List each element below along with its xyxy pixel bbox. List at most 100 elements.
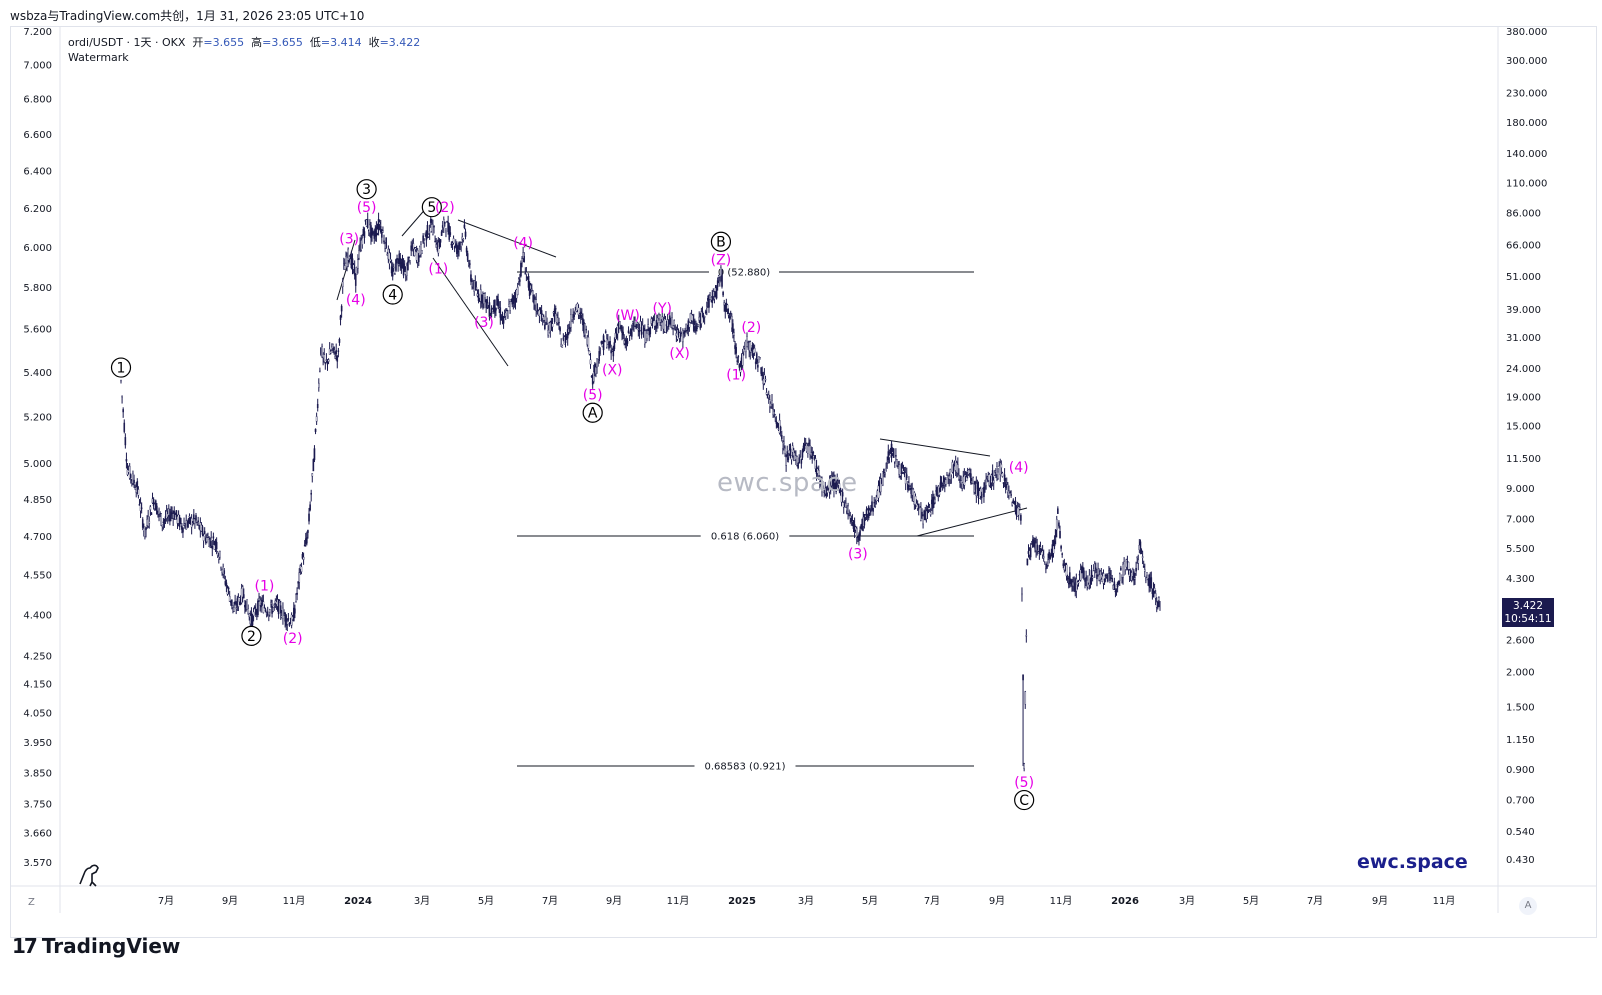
candle-body [696,327,698,329]
candle-body [838,483,841,490]
candle-body [871,501,873,509]
candle-body [616,325,619,335]
close-label: 收 [368,36,380,49]
wave-label-minor: (2) [741,320,761,336]
candle-body [324,362,327,364]
candle-body [717,275,720,278]
candle-body [1060,545,1062,549]
candle-body [997,471,999,479]
candle-body [761,372,764,376]
candle-body [461,236,464,240]
candle-body [1001,472,1004,477]
candle-body [519,279,521,282]
tradingview-mini-logo[interactable] [79,864,99,887]
watermark-legend[interactable]: Watermark [68,51,129,64]
candle-body [983,486,985,498]
tradingview-logo[interactable]: 17 TradingView [12,934,180,958]
left-price-axis[interactable]: 7.200 7.000 6.800 6.600 6.400 6.200 6.000 5.800… [23,27,52,869]
trendlines[interactable] [336,205,1028,537]
timezone-toggle[interactable]: Z [28,897,35,908]
candle-body [335,350,337,355]
candle-body [1061,553,1063,555]
auto-scale-button[interactable]: A [1519,897,1537,915]
candle-body [252,611,255,616]
candle-body [728,316,731,318]
price-series[interactable] [120,212,1161,772]
candle-body [458,242,460,250]
left-axis-tick: 5.000 [23,459,52,470]
right-axis-tick: 31.000 [1506,333,1541,344]
candle-body [449,232,452,235]
candle-body [296,592,298,595]
candle-body [874,505,877,507]
candle-body [946,474,948,476]
candle-body [808,442,810,445]
candle-body [765,392,768,395]
candle-body [279,605,282,614]
candle-body [778,420,781,434]
candle-body [558,321,560,324]
candle-body [477,293,480,301]
right-axis-tick: 0.430 [1506,855,1535,866]
right-axis-tick: 11.500 [1506,454,1541,465]
chart-frame[interactable] [10,26,1597,938]
candle-body [626,340,629,344]
candle-body [877,485,880,499]
candle-body [1002,482,1005,484]
right-price-axis[interactable]: 380.000 300.000 230.000 180.000 140.000 110.0… [1506,27,1547,866]
candle-body [1058,522,1060,527]
candle-body [544,324,546,330]
candle-body [506,309,508,312]
candle-body [264,609,267,612]
candle-body [1110,575,1112,577]
wave-label-primary: 3 [362,182,371,198]
candle-body [1036,544,1038,551]
candle-body [202,535,205,541]
time-axis-tick: 11月 [283,895,306,907]
candle-body [133,479,135,484]
bar-countdown: 10:54:11 [1504,613,1552,625]
candle-body [991,470,994,481]
candle-body [926,509,929,513]
candle-body [905,474,908,478]
candle-body [401,258,404,264]
trendline [457,219,557,258]
symbol-name[interactable]: ordi/USDT · 1天 · OKX [68,36,186,49]
candle-body [1045,568,1047,570]
candle-body [353,266,356,276]
fibonacci-levels[interactable]: 0 (52.880) 0.618 (6.060) 0.68583 (0.921) [517,268,974,773]
candle-body [651,321,654,323]
candle-body [735,346,737,354]
candle-body [377,219,380,230]
candle-body [909,486,911,489]
candle-body [420,243,422,255]
candle-body [319,370,321,372]
candle-body [426,225,429,238]
candle-body [219,551,221,558]
left-axis-tick: 4.150 [23,680,52,691]
candle-body [179,518,182,524]
candle-body [540,310,543,315]
candle-body [573,314,576,317]
wave-circle [241,625,262,646]
candle-body [779,426,782,431]
candle-body [1009,491,1011,494]
wave-label-minor: (1) [726,367,746,383]
candle-body [716,280,719,288]
time-axis[interactable]: 7月 9月 11月 2024 3月 5月 7月 9月 11月 2025 3月 5月 7月 9月 11月 202… [158,895,1456,907]
candle-body [774,414,777,418]
candle-body [427,234,430,237]
candle-body [175,510,178,517]
left-axis-tick: 3.570 [23,858,52,869]
candle-body [635,324,637,329]
wave-labels[interactable]: 1 2 (1) (2) (3) (4) (5) 3 4 5 (1) (2) (3) (4) (5) A (X) (… [110,179,1035,811]
symbol-legend[interactable]: ordi/USDT · 1天 · OKX 开=3.655 高=3.655 低=3… [68,34,420,50]
candle-body [277,599,280,615]
candle-body [270,602,272,605]
candle-body [243,594,245,599]
candle-body [1146,572,1148,576]
candle-body [753,348,756,353]
candle-body [1111,578,1113,582]
candle-body [495,307,497,311]
